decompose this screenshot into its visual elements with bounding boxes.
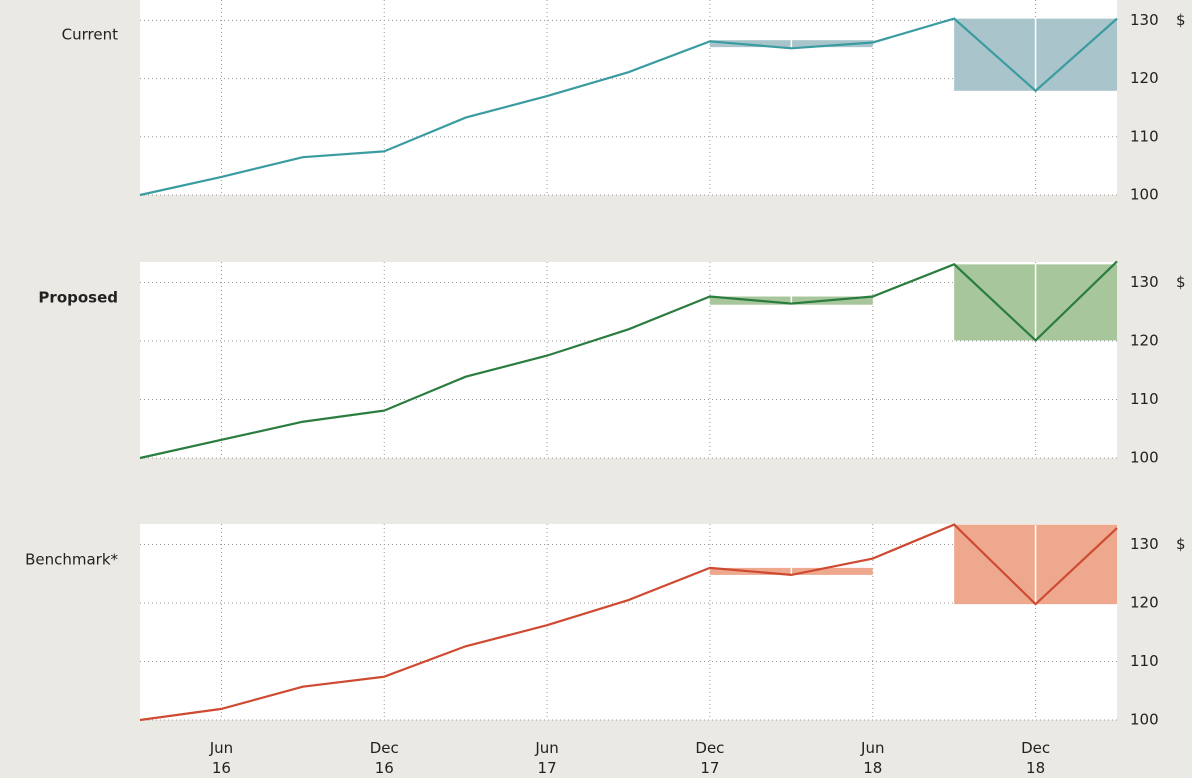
x-tick-label: Dec 16	[370, 739, 399, 777]
series-line	[139, 523, 1118, 722]
x-tick-label: Jun 16	[209, 739, 233, 777]
y-tick-label: 110	[1130, 127, 1159, 145]
x-tick-label: Jun 18	[860, 739, 884, 777]
series-line	[139, 17, 1118, 197]
y-tick-label: 120	[1130, 331, 1159, 349]
y-unit: $	[1176, 11, 1186, 29]
y-tick-label: 100	[1130, 711, 1159, 729]
x-tick-label: Jun 17	[534, 739, 558, 777]
y-tick-label: 130	[1130, 11, 1159, 29]
y-tick-label: 110	[1130, 390, 1159, 408]
y-tick-label: 120	[1130, 69, 1159, 87]
x-tick-label: Dec 18	[1021, 739, 1050, 777]
y-tick-label: 120	[1130, 593, 1159, 611]
x-tick-label: Dec 17	[695, 739, 724, 777]
y-tick-label: 130	[1130, 535, 1159, 553]
panel-label: Benchmark*	[25, 551, 118, 569]
panel-label: Current	[62, 26, 118, 44]
y-tick-label: 100	[1130, 186, 1159, 204]
y-unit: $	[1176, 273, 1186, 291]
series-line	[139, 260, 1118, 460]
y-tick-label: 110	[1130, 652, 1159, 670]
y-tick-label: 130	[1130, 273, 1159, 291]
y-unit: $	[1176, 535, 1186, 553]
panel-label: Proposed	[38, 289, 118, 307]
y-tick-label: 100	[1130, 449, 1159, 467]
